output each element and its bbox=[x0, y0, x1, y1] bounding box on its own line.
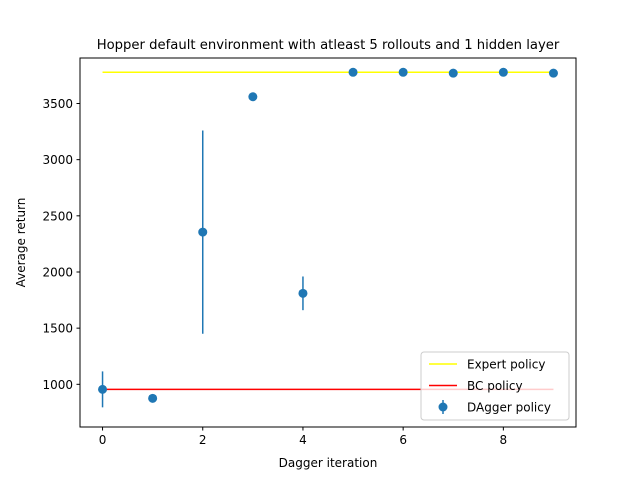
dagger-point bbox=[198, 227, 208, 237]
dagger-point bbox=[248, 92, 258, 102]
y-tick-label: 2500 bbox=[42, 209, 73, 223]
y-tick-label: 1000 bbox=[42, 378, 73, 392]
x-tick-label: 6 bbox=[399, 433, 407, 447]
chart-title: Hopper default environment with atleast … bbox=[97, 38, 560, 53]
dagger-point bbox=[98, 384, 108, 394]
dagger-point bbox=[148, 393, 158, 403]
dagger-point bbox=[498, 67, 508, 77]
dagger-point bbox=[398, 67, 408, 77]
dagger-point bbox=[298, 288, 308, 298]
legend-box bbox=[420, 351, 570, 421]
x-tick-label: 8 bbox=[500, 433, 508, 447]
ticks-layer: 0 2 4 6 8 1000 1500 2000 2500 3000 3500 bbox=[42, 97, 507, 447]
y-tick-label: 1500 bbox=[42, 322, 73, 336]
y-tick-label: 2000 bbox=[42, 265, 73, 279]
legend-label: BC policy bbox=[467, 379, 523, 393]
legend: Expert policy BC policy DAgger policy bbox=[420, 351, 570, 421]
plot-frame bbox=[79, 57, 577, 428]
x-tick-label: 0 bbox=[99, 433, 107, 447]
x-tick-label: 2 bbox=[199, 433, 207, 447]
y-tick-label: 3000 bbox=[42, 153, 73, 167]
legend-label: Expert policy bbox=[467, 358, 545, 372]
x-axis-label: Dagger iteration bbox=[279, 456, 378, 470]
dagger-point bbox=[448, 68, 458, 78]
dagger-point bbox=[548, 68, 558, 78]
legend-label: DAgger policy bbox=[467, 401, 551, 415]
y-axis-label: Average return bbox=[14, 198, 28, 288]
legend-swatch-dagger-point bbox=[438, 402, 448, 412]
data-marks bbox=[98, 67, 558, 408]
dagger-point bbox=[348, 67, 358, 77]
y-tick-label: 3500 bbox=[42, 97, 73, 111]
x-tick-label: 4 bbox=[299, 433, 307, 447]
